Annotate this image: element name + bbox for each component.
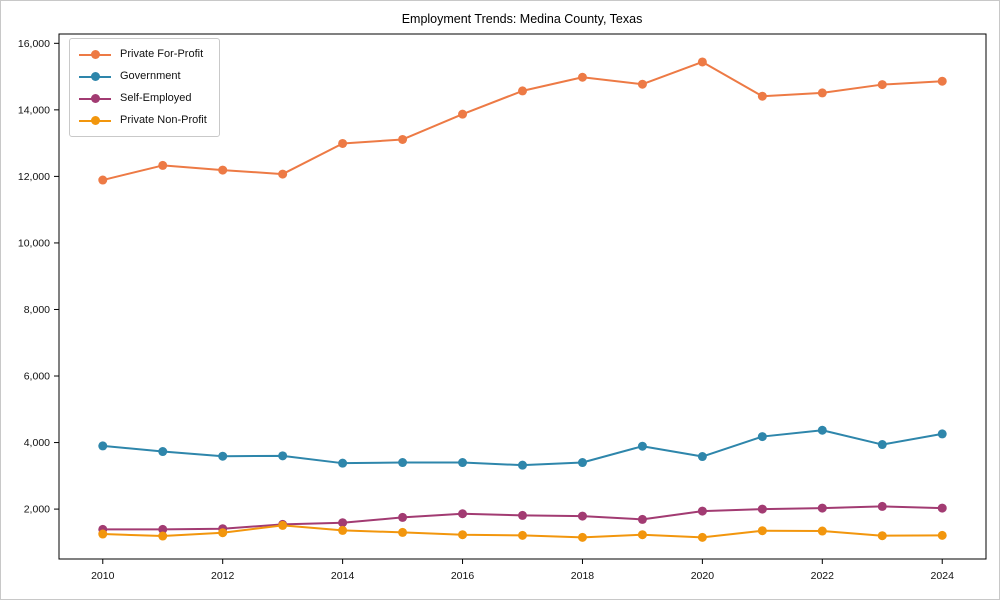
data-point (518, 530, 527, 540)
y-tick-label: 4,000 (24, 437, 50, 449)
data-point (637, 441, 647, 451)
data-point (158, 447, 168, 457)
data-point (158, 160, 168, 170)
data-point (278, 451, 288, 461)
data-point (577, 72, 587, 82)
data-point (218, 451, 228, 461)
data-point (697, 506, 707, 516)
data-point (757, 526, 767, 536)
data-point (937, 503, 947, 513)
data-point (98, 529, 108, 539)
data-point (158, 531, 168, 541)
data-point (338, 138, 348, 148)
series-line-private-for-profit (101, 60, 944, 182)
data-point (697, 452, 707, 462)
data-point (817, 425, 827, 435)
legend-label: Private For-Profit (120, 48, 204, 60)
y-tick-label: 6,000 (24, 371, 50, 383)
data-point (458, 109, 468, 119)
data-point (817, 503, 827, 513)
data-point (877, 501, 887, 511)
data-point (518, 510, 527, 520)
y-tick-label: 10,000 (18, 237, 50, 249)
chart-title: Employment Trends: Medina County, Texas (402, 12, 643, 26)
legend-item-government: Government (79, 68, 207, 85)
legend: Private For-Profit Government Self-Employe… (69, 38, 220, 137)
legend-item-private-for-profit: Private For-Profit (79, 46, 207, 63)
data-point (577, 458, 587, 468)
x-tick-label: 2022 (811, 570, 835, 582)
x-tick-label: 2016 (451, 570, 475, 582)
y-tick-label: 2,000 (24, 504, 50, 516)
data-point (458, 458, 468, 468)
data-point (278, 520, 288, 530)
data-point (937, 76, 947, 86)
data-point (398, 527, 408, 537)
legend-marker-icon (79, 116, 111, 126)
legend-item-self-employed: Self-Employed (79, 90, 207, 107)
data-point (218, 528, 228, 538)
data-point (338, 518, 348, 528)
plot-border (58, 33, 987, 560)
data-point (398, 512, 408, 522)
data-point (877, 440, 887, 450)
data-point (697, 532, 707, 542)
data-point (518, 460, 527, 470)
data-point (398, 134, 408, 144)
data-point (817, 88, 827, 98)
data-point (218, 165, 228, 175)
y-tick-label: 14,000 (18, 104, 50, 116)
data-point (697, 57, 707, 67)
data-point (458, 509, 468, 519)
data-point (877, 80, 887, 90)
legend-marker-icon (79, 94, 111, 104)
series-line-government (101, 429, 944, 467)
data-point (338, 458, 348, 468)
legend-item-private-non-profit: Private Non-Profit (79, 112, 207, 129)
y-tick-label: 8,000 (24, 304, 50, 316)
data-point (458, 530, 468, 540)
data-point (637, 514, 647, 524)
legend-label: Government (120, 70, 181, 82)
data-point (637, 79, 647, 89)
data-point (398, 458, 408, 468)
legend-label: Self-Employed (120, 92, 192, 104)
x-tick-label: 2020 (691, 570, 715, 582)
data-point (937, 429, 947, 439)
data-point (757, 504, 767, 514)
data-point (577, 511, 587, 521)
data-point (338, 525, 348, 535)
data-point (817, 526, 827, 536)
data-point (278, 169, 288, 179)
x-tick-label: 2012 (211, 570, 235, 582)
data-point (757, 432, 767, 442)
data-point (98, 175, 108, 185)
data-point (757, 91, 767, 101)
y-tick-label: 16,000 (18, 38, 50, 50)
data-point (637, 530, 647, 540)
data-point (937, 530, 947, 540)
data-point (577, 532, 587, 542)
x-tick-label: 2014 (331, 570, 355, 582)
legend-marker-icon (79, 72, 111, 82)
data-point (158, 524, 168, 534)
data-point (877, 531, 887, 541)
x-tick-label: 2018 (571, 570, 595, 582)
x-tick-label: 2024 (931, 570, 955, 582)
y-tick-label: 12,000 (18, 171, 50, 183)
x-tick-label: 2010 (91, 570, 115, 582)
legend-label: Private Non-Profit (120, 114, 207, 126)
legend-marker-icon (79, 50, 111, 60)
data-point (518, 86, 527, 96)
data-point (98, 441, 108, 451)
